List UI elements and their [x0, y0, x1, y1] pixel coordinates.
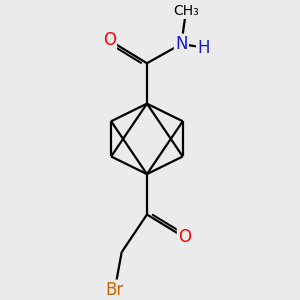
Text: H: H [197, 39, 210, 57]
Text: Br: Br [106, 281, 124, 299]
Text: O: O [103, 31, 116, 49]
Text: CH₃: CH₃ [173, 4, 199, 18]
Text: O: O [178, 229, 191, 247]
Text: N: N [175, 35, 188, 53]
